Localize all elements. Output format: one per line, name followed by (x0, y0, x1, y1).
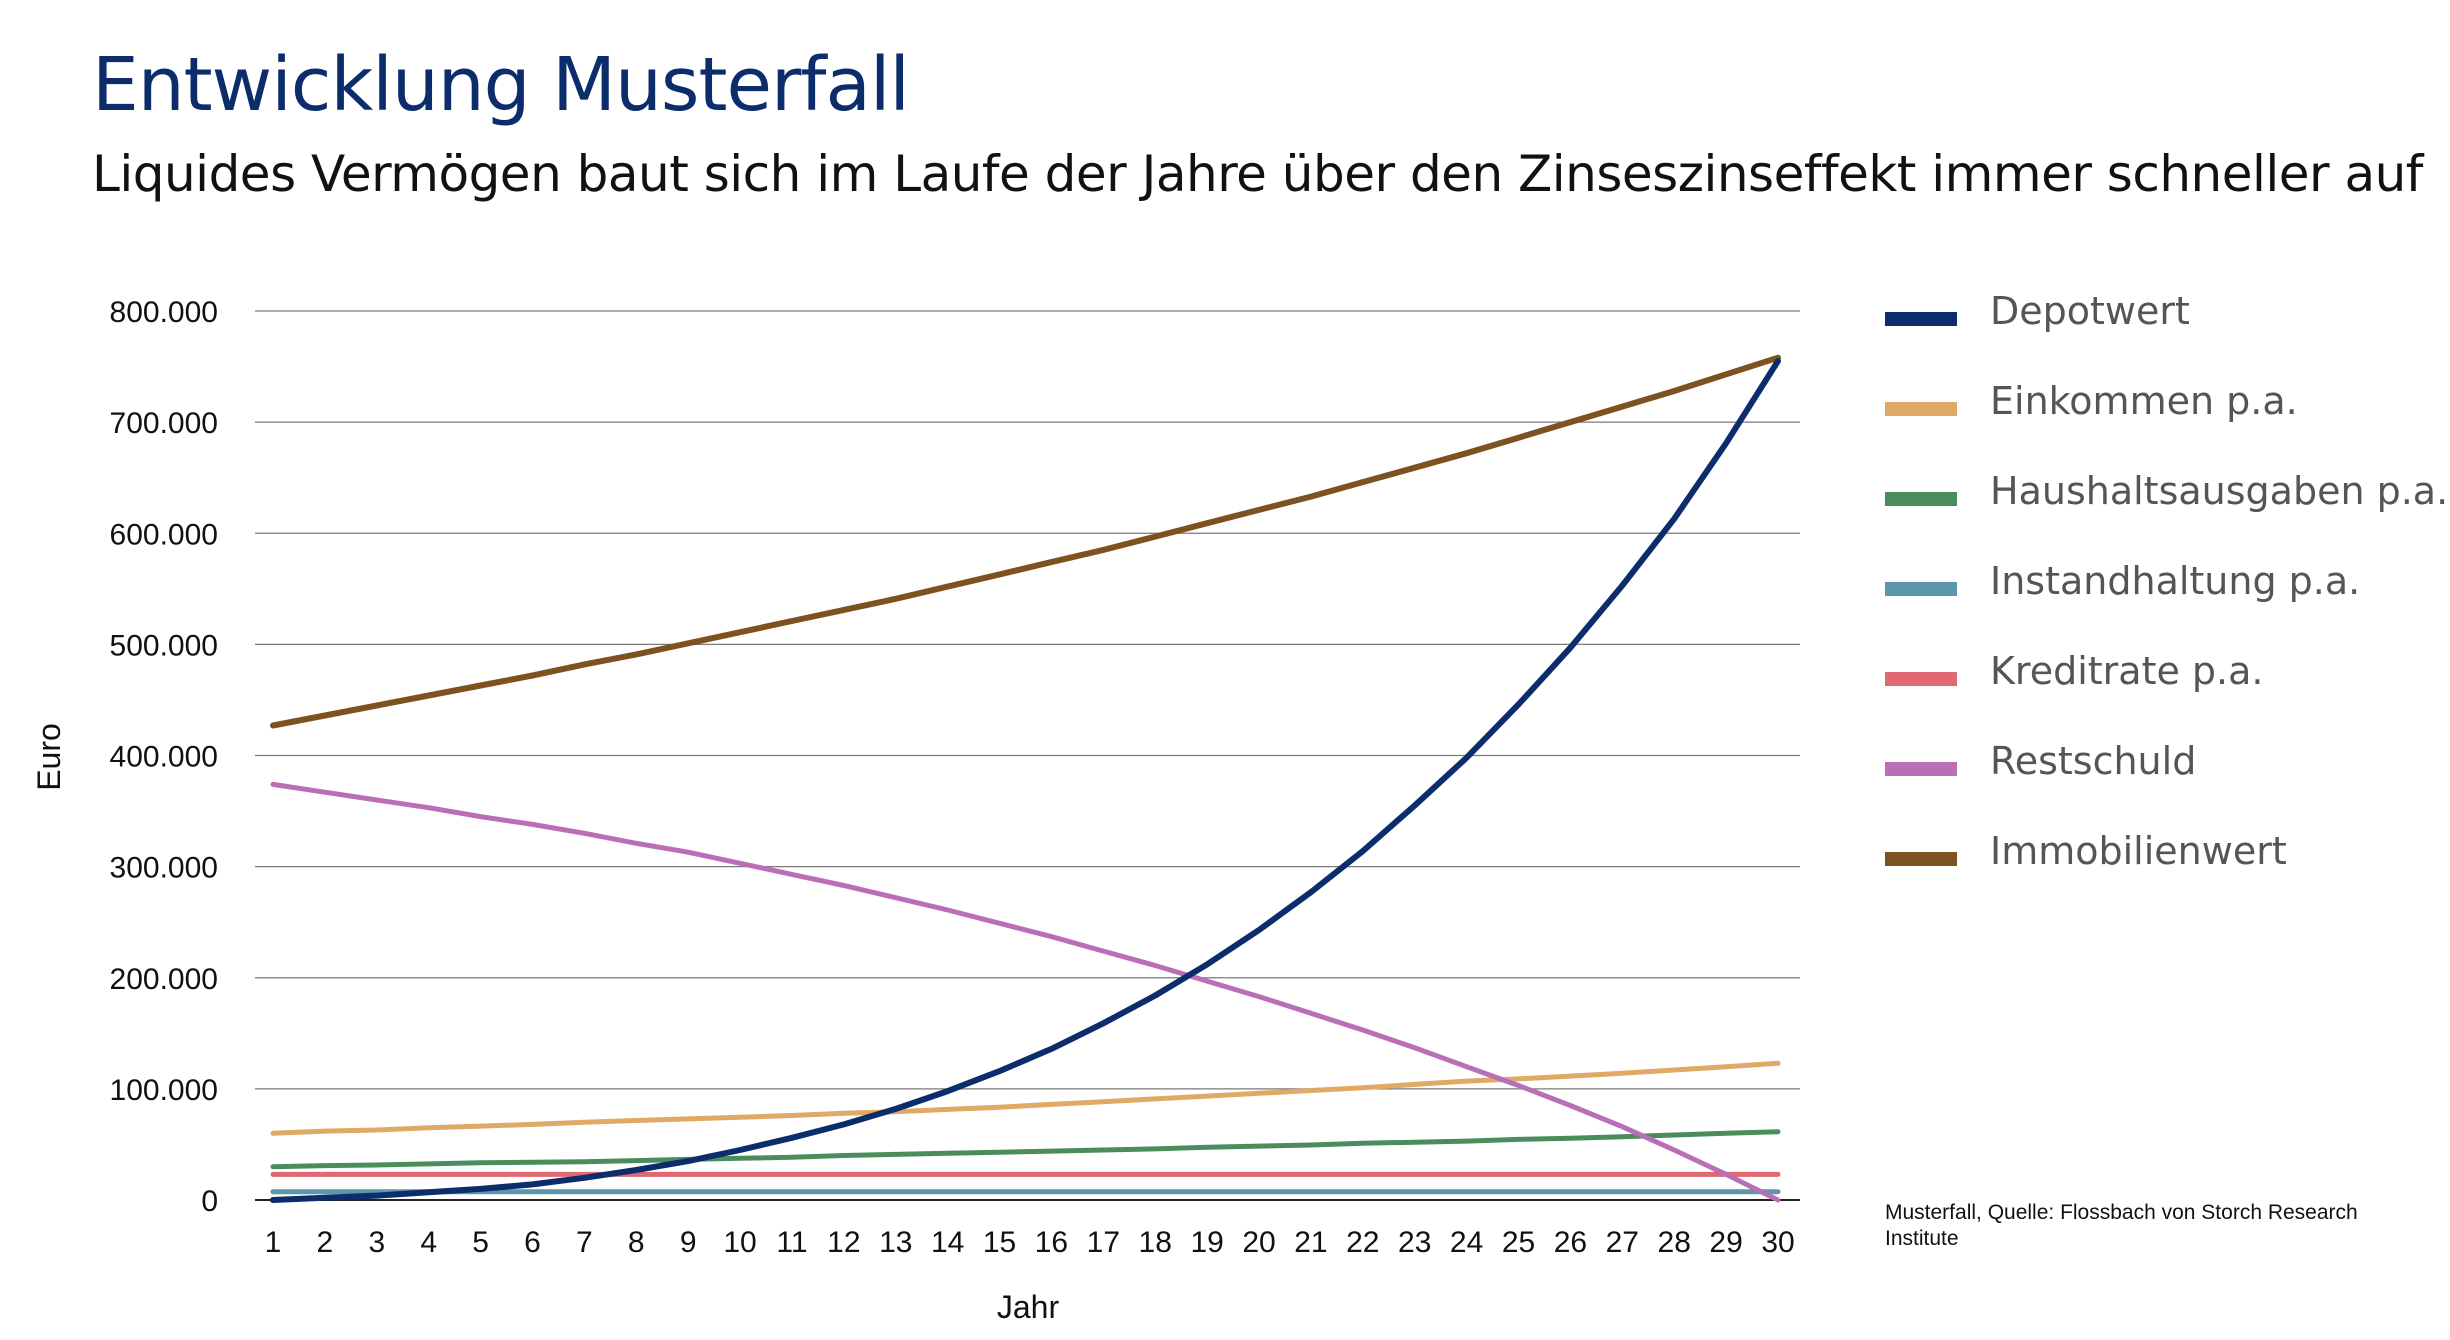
legend-swatch (1885, 492, 1957, 506)
grid-lines (255, 310, 1800, 1201)
legend-label: Haushaltsausgaben p.a. (1990, 469, 2449, 513)
x-tick-label: 14 (931, 1226, 964, 1259)
x-tick-labels: 1 2 3 4 5 6 7 8 9 10 11 12 13 14 15 16 17 18 19 20 21 22 23 24 2… (265, 1226, 1795, 1259)
x-tick-label: 10 (723, 1226, 756, 1259)
legend-swatch (1885, 582, 1957, 596)
y-tick-label: 700.000 (110, 407, 218, 440)
x-tick-label: 3 (368, 1226, 385, 1259)
x-tick-label: 19 (1190, 1226, 1223, 1259)
y-tick-label: 500.000 (110, 629, 218, 662)
x-tick-label: 27 (1606, 1226, 1639, 1259)
legend-label: Restschuld (1990, 739, 2197, 783)
x-tick-label: 26 (1554, 1226, 1587, 1259)
x-tick-label: 17 (1087, 1226, 1120, 1259)
x-tick-label: 11 (776, 1226, 807, 1259)
y-axis-label: Euro (31, 723, 67, 791)
legend-swatch (1885, 402, 1957, 416)
y-tick-label: 400.000 (110, 741, 218, 774)
y-tick-label: 800.000 (110, 296, 218, 329)
source-note: Musterfall, Quelle: Flossbach von Storch… (1885, 1201, 2358, 1250)
legend-label: Einkommen p.a. (1990, 379, 2298, 423)
series-line-depotwert (270, 358, 1781, 1203)
series-line-immobilienwert (270, 354, 1781, 729)
legend-label: Immobilienwert (1990, 829, 2287, 873)
y-tick-label: 100.000 (110, 1074, 218, 1107)
y-tick-label: 200.000 (110, 963, 218, 996)
x-tick-label: 6 (524, 1226, 541, 1259)
x-tick-label: 7 (576, 1226, 593, 1259)
x-tick-label: 9 (680, 1226, 697, 1259)
series-line-haushaltsausgaben-p-a (270, 1129, 1781, 1170)
x-tick-label: 5 (472, 1226, 489, 1259)
legend-label: Kreditrate p.a. (1990, 649, 2264, 693)
x-tick-label: 1 (265, 1226, 282, 1259)
x-tick-label: 13 (879, 1226, 912, 1259)
y-tick-labels: 0 100.000 200.000 300.000 400.000 500.000 600.… (110, 296, 218, 1218)
series-lines (270, 354, 1781, 1203)
series-line-einkommen-p-a (270, 1060, 1781, 1136)
chart-title: Entwicklung Musterfall (92, 42, 910, 128)
chart-subtitle: Liquides Vermögen baut sich im Laufe der… (92, 145, 2423, 203)
x-tick-label: 22 (1346, 1226, 1379, 1259)
series-line-restschuld (270, 781, 1781, 1203)
legend-swatch (1885, 312, 1957, 326)
x-tick-label: 21 (1294, 1226, 1327, 1259)
x-tick-label: 18 (1139, 1226, 1172, 1259)
legend-label: Depotwert (1990, 289, 2190, 333)
x-tick-label: 8 (628, 1226, 645, 1259)
y-tick-label: 0 (201, 1185, 218, 1218)
x-tick-label: 28 (1658, 1226, 1691, 1259)
x-tick-label: 23 (1398, 1226, 1431, 1259)
x-axis-label: Jahr (997, 1289, 1060, 1325)
y-tick-label: 600.000 (110, 518, 218, 551)
legend-label: Instandhaltung p.a. (1990, 559, 2361, 603)
x-tick-label: 15 (983, 1226, 1016, 1259)
legend-swatch (1885, 852, 1957, 866)
x-tick-label: 30 (1761, 1226, 1794, 1259)
x-tick-label: 20 (1242, 1226, 1275, 1259)
x-tick-label: 12 (827, 1226, 860, 1259)
x-tick-label: 4 (420, 1226, 437, 1259)
legend-swatch (1885, 672, 1957, 686)
x-tick-label: 25 (1502, 1226, 1535, 1259)
x-tick-label: 24 (1450, 1226, 1483, 1259)
x-tick-label: 16 (1035, 1226, 1068, 1259)
x-tick-label: 29 (1709, 1226, 1742, 1259)
legend-swatch (1885, 762, 1957, 776)
y-tick-label: 300.000 (110, 852, 218, 885)
x-tick-label: 2 (317, 1226, 334, 1259)
